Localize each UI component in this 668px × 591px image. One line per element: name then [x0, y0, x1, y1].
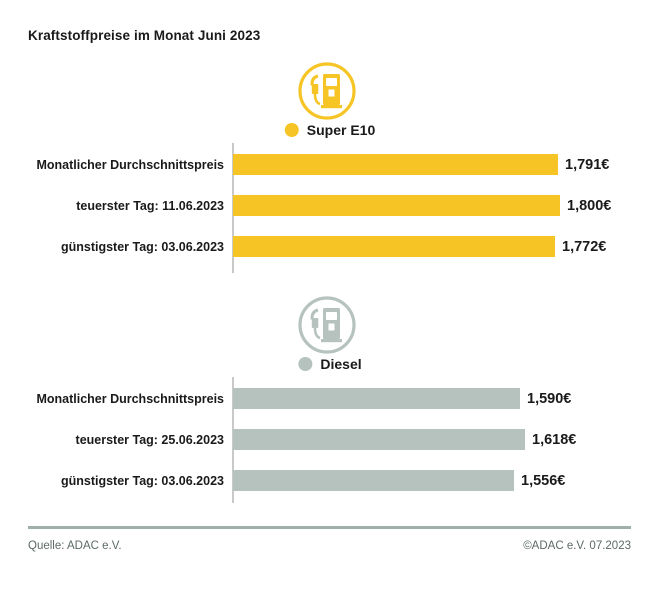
fuel-pump-icon [297, 61, 357, 121]
bar-value: 1,556€ [521, 472, 566, 489]
legend-label: Super E10 [306, 122, 376, 138]
axis-line [232, 143, 234, 273]
row-label: Monatlicher Durchschnittspreis [36, 391, 224, 406]
bar [233, 154, 558, 175]
bar-row: günstigster Tag: 03.06.2023 1,772€ [28, 236, 668, 257]
legend-diesel: Diesel [298, 356, 362, 372]
bar-row: Monatlicher Durchschnittspreis 1,590€ [28, 388, 668, 409]
row-label: teuerster Tag: 11.06.2023 [76, 198, 224, 213]
bar-chart-diesel: Monatlicher Durchschnittspreis 1,590€ te… [28, 388, 668, 511]
bar [233, 429, 525, 450]
legend-super-e10: Super E10 [284, 122, 376, 138]
legend-dot [298, 357, 313, 371]
footer-divider [28, 526, 631, 529]
row-label: günstigster Tag: 03.06.2023 [60, 239, 224, 254]
bar-row: teuerster Tag: 25.06.2023 1,618€ [28, 429, 668, 450]
page-title: Kraftstoffpreise im Monat Juni 2023 [28, 28, 261, 43]
row-label: teuerster Tag: 25.06.2023 [75, 432, 224, 447]
source-note: Quelle: ADAC e.V. [28, 540, 122, 552]
bar [233, 195, 560, 216]
bar-row: teuerster Tag: 11.06.2023 1,800€ [28, 195, 668, 216]
bar [233, 388, 520, 409]
fuel-pump-icon [297, 295, 357, 355]
bar-value: 1,791€ [565, 156, 610, 173]
bar [233, 470, 514, 491]
bar [233, 236, 555, 257]
bar-row: günstigster Tag: 03.06.2023 1,556€ [28, 470, 668, 491]
bar-chart-super-e10: Monatlicher Durchschnittspreis 1,791€ te… [28, 154, 668, 277]
row-label: Monatlicher Durchschnittspreis [36, 157, 224, 172]
row-label: günstigster Tag: 03.06.2023 [60, 473, 224, 488]
bar-row: Monatlicher Durchschnittspreis 1,791€ [28, 154, 668, 175]
bar-value: 1,618€ [532, 431, 577, 448]
axis-line [232, 377, 234, 503]
legend-label: Diesel [320, 356, 362, 372]
bar-value: 1,800€ [567, 197, 612, 214]
copyright-note: ©ADAC e.V. 07.2023 [523, 540, 631, 552]
legend-dot [284, 123, 299, 137]
bar-value: 1,772€ [562, 238, 607, 255]
bar-value: 1,590€ [527, 390, 572, 407]
